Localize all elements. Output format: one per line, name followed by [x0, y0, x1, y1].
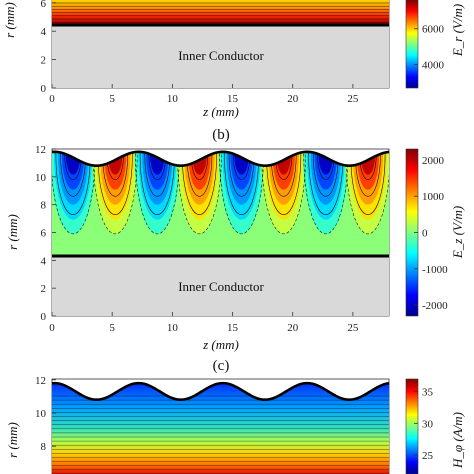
panel-c-contour-lines — [52, 395, 389, 474]
panel-a-y-label: r (mm) — [2, 2, 17, 38]
y-tick-label: 10 — [35, 408, 47, 420]
panel-b-inner-conductor — [52, 257, 389, 316]
panel-c-field-fill — [52, 383, 389, 474]
y-tick-label: 10 — [35, 172, 47, 184]
panel-b-region-label: Inner Conductor — [178, 279, 264, 294]
colorbar-tick-label: 1000 — [422, 191, 445, 203]
panel-c-outer-wall — [51, 381, 390, 401]
y-tick-label: 2 — [41, 283, 47, 295]
panel-b-x-ticks: 0 5 10 15 20 25 — [49, 312, 359, 334]
y-tick-label: 4 — [41, 26, 47, 38]
panel-c-colorbar-ticks: 25 30 35 — [414, 387, 434, 462]
x-tick-label: 10 — [167, 93, 179, 105]
panel-c-field — [52, 383, 389, 474]
colorbar-tick-label: -1000 — [422, 264, 448, 276]
x-tick-label: 15 — [227, 93, 239, 105]
panel-c-y-label: r (mm) — [5, 422, 20, 458]
panel-b-x-label: z (mm) — [202, 337, 239, 352]
colorbar-tick-label: 30 — [422, 418, 434, 430]
y-tick-label: 4 — [41, 255, 47, 267]
x-tick-label: 20 — [287, 322, 299, 334]
panel-c-colorbar-label: H_φ (A/m) — [450, 412, 465, 469]
x-tick-label: 5 — [109, 93, 115, 105]
y-tick-label: 6 — [41, 0, 47, 10]
panel-a-colorbar-label: E_r (V/m) — [450, 4, 465, 57]
panel-a-colorbar-ticks: 4000 6000 — [414, 24, 445, 72]
x-tick-label: 0 — [49, 322, 55, 334]
colorbar-tick-label: -2000 — [422, 300, 448, 312]
y-tick-label: 8 — [41, 200, 47, 212]
y-tick-label: 2 — [41, 55, 47, 67]
panel-a-region-label: Inner Conductor — [178, 48, 264, 63]
panel-a-field-fill — [52, 0, 389, 24]
panel-a-contour-lines — [52, 2, 389, 23]
panel-a: Inner Conductor 0 5 10 15 20 25 0 2 4 6 z (mm) r… — [2, 0, 465, 119]
y-tick-label: 0 — [41, 83, 47, 95]
colorbar-tick-label: 25 — [422, 450, 434, 462]
panel-b-outer-wall — [51, 150, 390, 167]
panel-b-field — [52, 151, 389, 258]
x-tick-label: 5 — [109, 322, 115, 334]
panel-b-colorbar-label: E_z (V/m) — [450, 206, 465, 259]
x-tick-label: 10 — [167, 322, 179, 334]
panel-a-x-ticks: 0 5 10 15 20 25 — [49, 84, 359, 105]
panel-a-x-label: z (mm) — [202, 104, 239, 119]
panel-b-y-label: r (mm) — [5, 214, 20, 250]
panel-b-caption: (b) — [212, 127, 230, 143]
colorbar-tick-label: 0 — [422, 228, 428, 240]
y-tick-label: 8 — [41, 441, 47, 453]
x-tick-label: 25 — [347, 322, 359, 334]
x-tick-label: 25 — [347, 93, 359, 105]
panel-c-colorbar — [405, 378, 419, 474]
x-tick-label: 20 — [287, 93, 299, 105]
panel-b-colorbar-ticks: -2000 -1000 0 1000 2000 — [414, 155, 448, 312]
colorbar-tick-label: 2000 — [422, 155, 445, 167]
colorbar-tick-label: 35 — [422, 387, 434, 399]
panel-a-y-ticks: 0 2 4 6 — [41, 0, 56, 95]
y-tick-label: 0 — [41, 311, 47, 323]
panel-b-y-ticks: 0 2 4 6 8 10 12 — [35, 144, 56, 323]
colorbar-tick-label: 6000 — [422, 24, 445, 36]
colorbar-tick-label: 4000 — [422, 60, 445, 72]
y-tick-label: 12 — [35, 144, 46, 156]
panel-a-colorbar — [405, 0, 419, 89]
y-tick-label: 6 — [41, 228, 47, 240]
panel-b: Inner Conductor 0 5 10 15 20 25 0 2 4 6 8 10 12 z (… — [5, 144, 465, 352]
y-tick-label: 12 — [35, 375, 46, 387]
x-tick-label: 15 — [227, 322, 239, 334]
panel-c-caption: (c) — [213, 358, 230, 374]
x-tick-label: 0 — [49, 93, 55, 105]
panel-a-inner-conductor — [52, 26, 389, 88]
